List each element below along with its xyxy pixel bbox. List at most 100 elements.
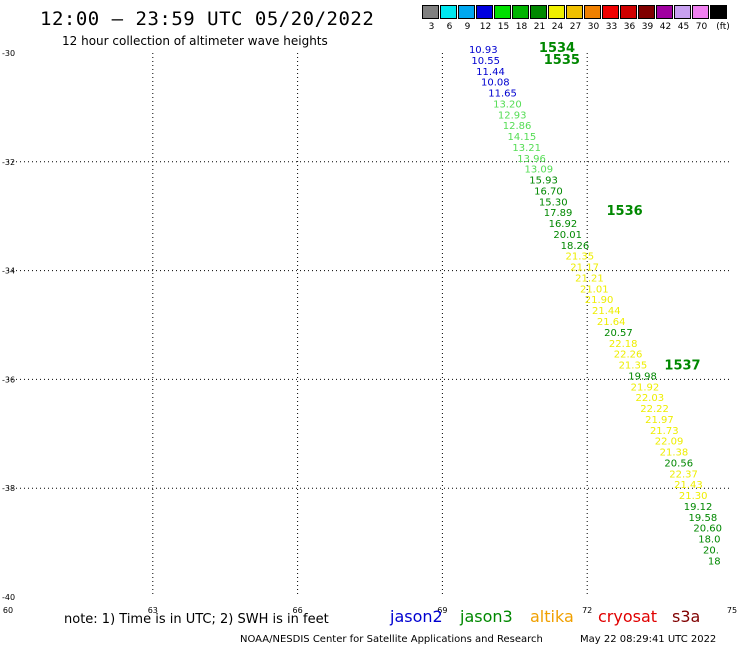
- legend-unit: (ft): [716, 22, 730, 32]
- x-tick-label: 66: [293, 606, 303, 615]
- legend-swatch: [548, 5, 565, 19]
- y-tick-label: -32: [2, 158, 15, 167]
- wave-height-point: 20.56: [664, 458, 693, 469]
- legend-label: 27: [569, 22, 582, 32]
- wave-height-point: 20.01: [553, 230, 582, 241]
- wave-height-point: 22.03: [635, 393, 664, 404]
- wave-height-point: 16.70: [534, 186, 563, 197]
- wave-height-point: 19.12: [684, 502, 713, 513]
- wave-height-point: 17.89: [544, 208, 573, 219]
- y-tick-label: -40: [2, 593, 15, 602]
- wave-height-point: 21.30: [679, 491, 708, 502]
- wave-height-point: 15.30: [539, 197, 568, 208]
- legend-swatch: [494, 5, 511, 19]
- x-tick-label: 69: [437, 606, 447, 615]
- legend-swatch: [512, 5, 529, 19]
- wave-height-point: 21.01: [580, 284, 609, 295]
- wave-height-point: 13.09: [524, 165, 553, 176]
- legend-label: 33: [605, 22, 618, 32]
- wave-height-point: 22.09: [655, 437, 684, 448]
- wave-height-point: 19.98: [628, 371, 657, 382]
- satellite-altika-label: altika: [530, 607, 574, 626]
- x-tick-label: 60: [3, 606, 13, 615]
- satellite-s3a-label: s3a: [672, 607, 701, 626]
- legend-swatch: [458, 5, 475, 19]
- wave-height-point: 21.43: [674, 480, 703, 491]
- legend-label: 15: [497, 22, 510, 32]
- chart-title: 12:00 – 23:59 UTC 05/20/2022: [40, 8, 375, 30]
- wave-height-point: 20.: [703, 545, 719, 556]
- wave-height-point: 21.92: [631, 382, 660, 393]
- time-label: 1535: [544, 53, 580, 68]
- legend-swatch: [674, 5, 691, 19]
- legend-label: 36: [623, 22, 636, 32]
- legend-label: 45: [677, 22, 690, 32]
- legend-swatch: [638, 5, 655, 19]
- wave-height-point: 20.60: [693, 524, 722, 535]
- y-tick-label: -34: [2, 267, 15, 276]
- legend-swatch: [476, 5, 493, 19]
- wave-height-point: 22.18: [609, 339, 638, 350]
- y-tick-label: -30: [2, 49, 15, 58]
- wave-height-point: 18.0: [698, 535, 720, 546]
- wave-height-point: 13.96: [517, 154, 546, 165]
- wave-height-point: 10.55: [471, 56, 500, 67]
- legend-label: 12: [479, 22, 492, 32]
- wave-height-point: 13.20: [493, 99, 522, 110]
- legend-swatch: [440, 5, 457, 19]
- time-label: 1534: [539, 41, 575, 56]
- wave-height-point: 14.15: [508, 132, 537, 143]
- wave-height-point: 22.37: [669, 469, 698, 480]
- legend-swatch: [422, 5, 439, 19]
- legend-label: 42: [659, 22, 672, 32]
- footer-note: note: 1) Time is in UTC; 2) SWH is in fe…: [64, 612, 329, 627]
- wave-height-point: 10.93: [469, 45, 498, 56]
- legend-label: 3: [428, 22, 435, 32]
- legend-label: 6: [446, 22, 453, 32]
- wave-height-point: 21.35: [619, 361, 648, 372]
- satellite-jason3-label: jason3: [460, 607, 513, 626]
- x-tick-label: 72: [582, 606, 592, 615]
- legend-swatch: [602, 5, 619, 19]
- legend-label: 30: [587, 22, 600, 32]
- wave-height-point: 11.65: [488, 89, 517, 100]
- wave-height-point: 21.97: [645, 415, 674, 426]
- wave-height-point: 10.08: [481, 78, 510, 89]
- wave-height-point: 18.26: [561, 241, 590, 252]
- wave-height-point: 21.73: [650, 426, 679, 437]
- wave-height-point: 18: [708, 556, 721, 567]
- legend-swatch: [692, 5, 709, 19]
- credit-line: NOAA/NESDIS Center for Satellite Applica…: [240, 634, 543, 645]
- wave-height-point: 16.92: [549, 219, 578, 230]
- legend-label: 18: [515, 22, 528, 32]
- wave-height-point: 15.93: [529, 176, 558, 187]
- satellite-jason2-label: jason2: [390, 607, 443, 626]
- legend-label: 39: [641, 22, 654, 32]
- wave-height-point: 22.22: [640, 404, 669, 415]
- legend-swatch: [530, 5, 547, 19]
- satellite-cryosat-label: cryosat: [598, 607, 658, 626]
- wave-height-point: 21.21: [575, 273, 604, 284]
- legend-swatch: [620, 5, 637, 19]
- wave-height-point: 11.44: [476, 67, 505, 78]
- legend-swatch: [566, 5, 583, 19]
- legend-label: 9: [464, 22, 471, 32]
- wave-height-point: 21.35: [565, 252, 594, 263]
- x-tick-label: 75: [727, 606, 737, 615]
- time-label: 1536: [607, 204, 643, 219]
- x-tick-label: 63: [148, 606, 158, 615]
- y-tick-label: -38: [2, 484, 15, 493]
- wave-height-point: 21.44: [592, 306, 621, 317]
- wave-height-point: 22.26: [614, 350, 643, 361]
- legend-swatch: [656, 5, 673, 19]
- y-tick-label: -36: [2, 375, 15, 384]
- time-label: 1537: [664, 359, 700, 374]
- legend-label: 70: [695, 22, 708, 32]
- wave-height-point: 13.21: [512, 143, 541, 154]
- wave-height-point: 21.90: [585, 295, 614, 306]
- wave-height-point: 21.17: [570, 263, 599, 274]
- legend-swatch: [710, 5, 727, 19]
- wave-height-point: 21.38: [660, 448, 689, 459]
- wave-height-point: 19.58: [689, 513, 718, 524]
- chart-subtitle: 12 hour collection of altimeter wave hei…: [62, 34, 328, 48]
